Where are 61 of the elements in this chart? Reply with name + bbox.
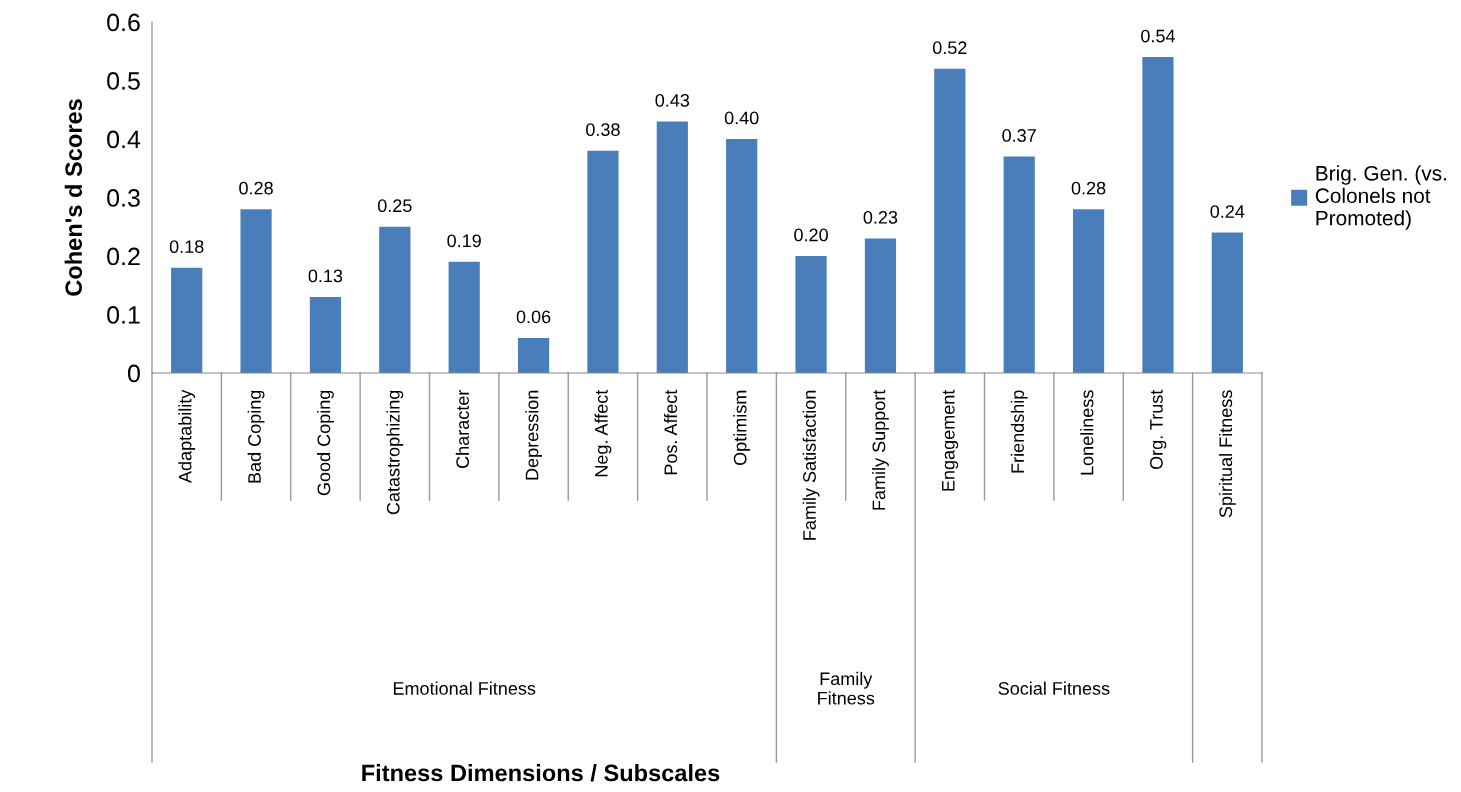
data-label: 0.37: [1002, 129, 1036, 142]
y-tick-label: 0.4: [107, 130, 141, 149]
y-tick-label: 0.2: [107, 247, 140, 266]
x-tick-label: Neg. Affect: [594, 389, 612, 477]
y-tick-label: 0: [127, 364, 140, 383]
bar: [864, 238, 897, 373]
bar: [934, 68, 966, 373]
x-tick-label: Good Coping: [317, 390, 334, 496]
bar: [1072, 209, 1105, 373]
y-tick-label: 0.3: [107, 189, 140, 207]
data-label: 0.28: [239, 181, 273, 195]
bar: [448, 261, 480, 373]
x-tick-label: Bad Coping: [247, 390, 265, 483]
data-label: 0.24: [1210, 205, 1245, 218]
bar: [726, 139, 758, 373]
bar: [1003, 156, 1035, 373]
x-tick-label: Loneliness: [1080, 390, 1094, 475]
x-tick-label: Catastrophizing: [386, 390, 404, 515]
data-label: 0.54: [1141, 29, 1175, 43]
x-tick-label: Family Satisfaction: [802, 390, 820, 540]
data-label: 0.19: [447, 234, 481, 248]
text: Social Fitness: [998, 681, 1110, 695]
data-label: 0.25: [377, 199, 412, 213]
text: Family Fitness: [818, 671, 875, 705]
text: Fitness Dimensions / Subscales: [362, 763, 720, 782]
x-tick-label: Org. Trust: [1150, 389, 1167, 470]
y-axis-title: Cohen's d Scores: [64, 99, 83, 296]
x-tick-label: Character: [455, 389, 470, 469]
data-label: 0.28: [1071, 181, 1106, 195]
data-label: 0.52: [932, 41, 967, 55]
bar: [656, 121, 688, 373]
bar: [240, 209, 272, 373]
data-label: 0.38: [586, 123, 620, 137]
bar: [517, 337, 550, 373]
x-tick-label: Friendship: [1010, 390, 1028, 473]
x-tick-label: Engagement: [942, 389, 959, 491]
data-label: 0.20: [794, 228, 828, 242]
data-label: 0.18: [169, 240, 204, 254]
data-label: 0.13: [308, 269, 343, 283]
data-label: 0.43: [655, 93, 690, 107]
data-label: 0.40: [724, 111, 759, 125]
data-label: 0.23: [863, 210, 898, 224]
legend-label: Brig. Gen. (vs. Colonels not Promoted): [1315, 165, 1446, 230]
x-tick-label: Optimism: [733, 390, 751, 466]
bar: [795, 256, 827, 373]
x-tick-label: Pos. Affect: [663, 389, 678, 475]
bar: [379, 226, 411, 373]
bar: [1142, 57, 1174, 373]
x-tick-label: Family Support: [872, 389, 889, 510]
bar: [171, 267, 203, 373]
x-tick-label: Spiritual Fitness: [1218, 390, 1236, 518]
text: Emotional Fitness: [393, 681, 536, 695]
bar: [1211, 232, 1243, 373]
data-label: 0.06: [516, 310, 551, 324]
bar: [309, 296, 342, 373]
y-tick-label: 0.1: [107, 306, 140, 324]
x-tick-label: Depression: [525, 390, 542, 480]
bar: [587, 150, 619, 373]
y-tick-label: 0.6: [107, 13, 140, 32]
x-tick-label: Adaptability: [178, 389, 196, 483]
y-tick-label: 0.5: [107, 72, 140, 90]
